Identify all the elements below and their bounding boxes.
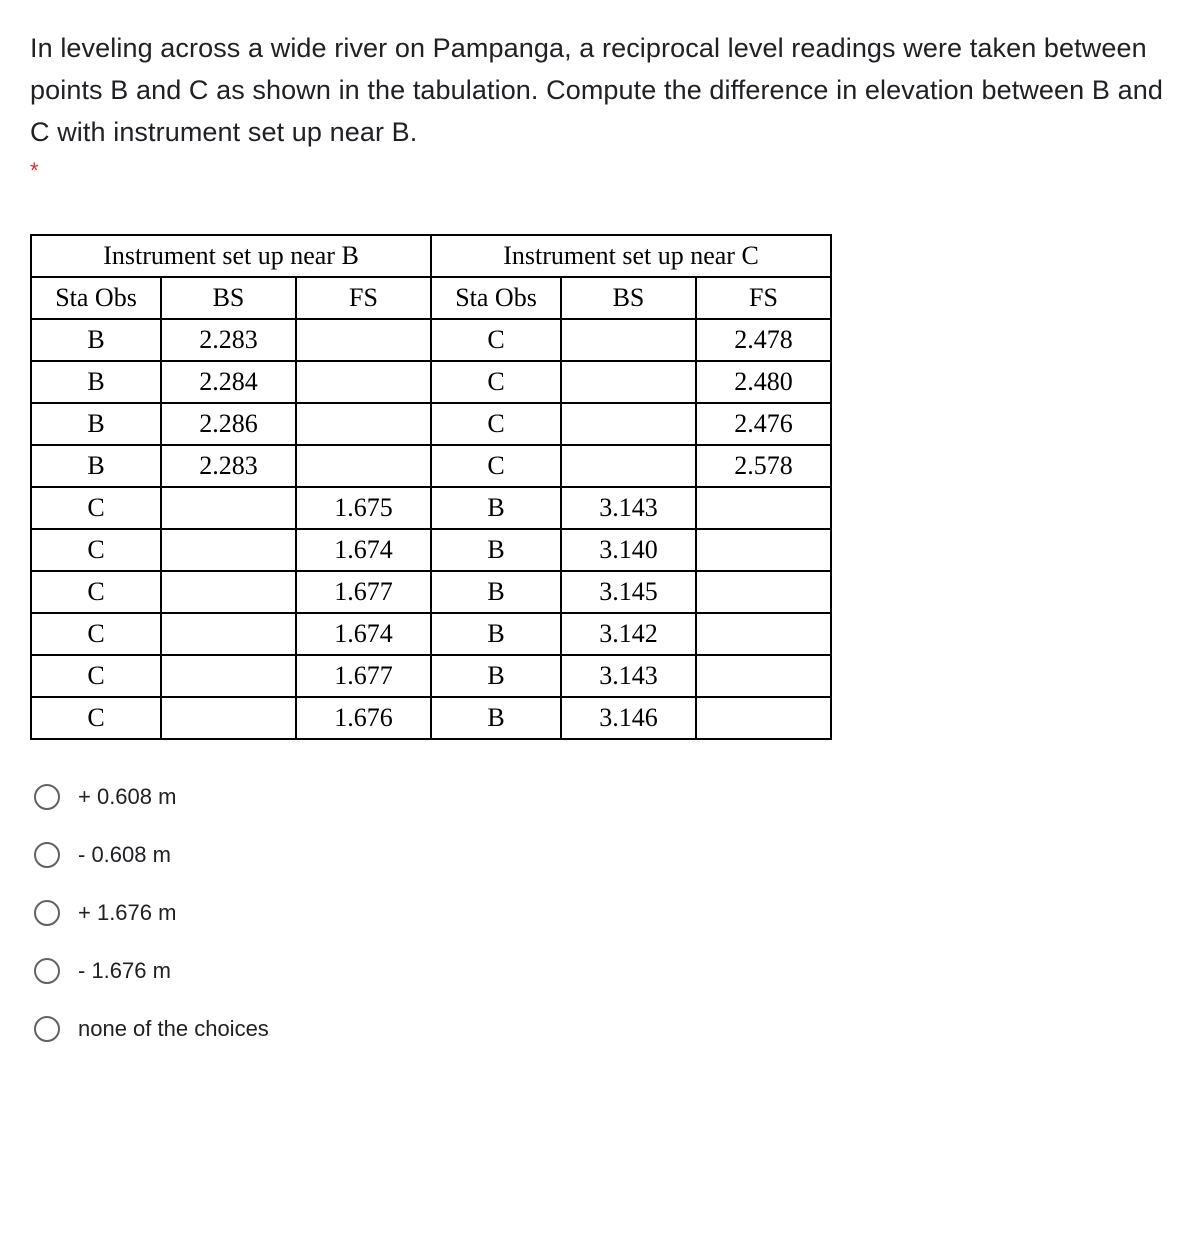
table-cell: C	[431, 403, 561, 445]
table-cell: 1.674	[296, 613, 431, 655]
table-cell	[561, 403, 696, 445]
table-cell: 2.283	[161, 445, 296, 487]
option-label: + 0.608 m	[78, 784, 176, 810]
table-cell: B	[31, 319, 161, 361]
table-cell: B	[31, 403, 161, 445]
table-row: B2.283 C 2.578	[31, 445, 831, 487]
table-cell	[696, 613, 831, 655]
table-cell	[561, 319, 696, 361]
radio-icon[interactable]	[34, 784, 60, 810]
table-row: C 1.677B3.145	[31, 571, 831, 613]
table-cell	[296, 361, 431, 403]
col-bs-c: BS	[561, 277, 696, 319]
required-asterisk: *	[30, 158, 1170, 184]
table-cell: C	[31, 613, 161, 655]
col-fs-c: FS	[696, 277, 831, 319]
table-cell	[161, 529, 296, 571]
table-row: C 1.674B3.140	[31, 529, 831, 571]
col-fs-b: FS	[296, 277, 431, 319]
table-cell	[696, 487, 831, 529]
table-row: B2.286 C 2.476	[31, 403, 831, 445]
table-cell: 1.677	[296, 571, 431, 613]
option-label: - 0.608 m	[78, 842, 171, 868]
table-cell: B	[31, 361, 161, 403]
table-cell: B	[431, 655, 561, 697]
option-label: - 1.676 m	[78, 958, 171, 984]
table-cell	[161, 697, 296, 739]
table-cell	[161, 613, 296, 655]
table-cell: C	[31, 487, 161, 529]
table-row: B2.283 C 2.478	[31, 319, 831, 361]
table-row: C 1.676B3.146	[31, 697, 831, 739]
table-cell: B	[431, 487, 561, 529]
question-text: In leveling across a wide river on Pampa…	[30, 28, 1170, 154]
table-cell: C	[31, 571, 161, 613]
answer-option[interactable]: none of the choices	[34, 1016, 1170, 1042]
table-cell: 1.676	[296, 697, 431, 739]
table-cell	[296, 445, 431, 487]
table-cell: B	[431, 697, 561, 739]
option-label: none of the choices	[78, 1016, 269, 1042]
table-row: C 1.674B3.142	[31, 613, 831, 655]
table-cell: B	[431, 571, 561, 613]
table-cell: C	[431, 319, 561, 361]
table-cell: 3.143	[561, 487, 696, 529]
table-cell: B	[431, 529, 561, 571]
table-cell	[696, 529, 831, 571]
table-cell: 3.140	[561, 529, 696, 571]
radio-icon[interactable]	[34, 900, 60, 926]
table-cell: C	[31, 529, 161, 571]
table-cell: 2.284	[161, 361, 296, 403]
table-cell	[161, 487, 296, 529]
data-table: Instrument set up near B Instrument set …	[30, 234, 832, 740]
table-cell: 3.145	[561, 571, 696, 613]
col-sta-obs-b: Sta Obs	[31, 277, 161, 319]
table-cell	[561, 361, 696, 403]
table-cell: C	[31, 697, 161, 739]
table-cell: B	[31, 445, 161, 487]
radio-icon[interactable]	[34, 1016, 60, 1042]
answer-option[interactable]: - 0.608 m	[34, 842, 1170, 868]
table-cell: 2.286	[161, 403, 296, 445]
table-cell: 2.476	[696, 403, 831, 445]
table-cell	[696, 571, 831, 613]
table-cell: 1.677	[296, 655, 431, 697]
answer-option[interactable]: + 1.676 m	[34, 900, 1170, 926]
table-cell: 2.283	[161, 319, 296, 361]
table-cell: C	[431, 445, 561, 487]
group-header-b: Instrument set up near B	[31, 235, 431, 277]
table-cell	[296, 403, 431, 445]
radio-icon[interactable]	[34, 958, 60, 984]
table-cell	[161, 571, 296, 613]
table-cell: 3.143	[561, 655, 696, 697]
table-cell: C	[431, 361, 561, 403]
table-row: B2.284 C 2.480	[31, 361, 831, 403]
col-sta-obs-c: Sta Obs	[431, 277, 561, 319]
answer-option[interactable]: - 1.676 m	[34, 958, 1170, 984]
table-row: C 1.675B3.143	[31, 487, 831, 529]
option-label: + 1.676 m	[78, 900, 176, 926]
answer-option[interactable]: + 0.608 m	[34, 784, 1170, 810]
table-cell: C	[31, 655, 161, 697]
table-cell: 3.142	[561, 613, 696, 655]
table-cell: 2.578	[696, 445, 831, 487]
table-cell: 3.146	[561, 697, 696, 739]
table-cell	[296, 319, 431, 361]
options-group: + 0.608 m - 0.608 m + 1.676 m - 1.676 m none…	[30, 784, 1170, 1042]
table-cell	[161, 655, 296, 697]
table-row: C 1.677B3.143	[31, 655, 831, 697]
table-cell: 2.480	[696, 361, 831, 403]
table-cell	[696, 655, 831, 697]
table-cell: 1.675	[296, 487, 431, 529]
col-bs-b: BS	[161, 277, 296, 319]
table-cell	[696, 697, 831, 739]
table-cell: 2.478	[696, 319, 831, 361]
group-header-c: Instrument set up near C	[431, 235, 831, 277]
table-cell: 1.674	[296, 529, 431, 571]
radio-icon[interactable]	[34, 842, 60, 868]
table-cell: B	[431, 613, 561, 655]
table-cell	[561, 445, 696, 487]
